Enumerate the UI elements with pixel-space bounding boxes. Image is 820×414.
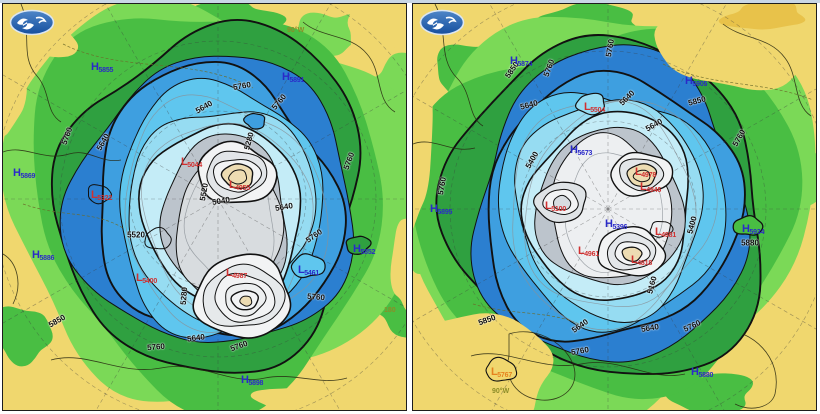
contour-value-label: 5850 xyxy=(477,312,497,328)
weather-service-wave-logo-icon xyxy=(9,9,55,36)
contour-value-label: 5640 xyxy=(274,201,294,213)
contour-value-label: 5640 xyxy=(570,317,590,335)
low-center-label: L4987 xyxy=(226,267,248,281)
contour-value-label: 5760 xyxy=(146,341,166,353)
contour-value-label: 5760 xyxy=(232,80,252,92)
contour-value-label: 5850 xyxy=(687,94,707,108)
high-center-label: H5886 xyxy=(32,249,55,263)
graticule-label: 90°W xyxy=(287,27,305,34)
high-center-label: H5396 xyxy=(605,218,628,232)
high-center-label: H5934 xyxy=(742,223,765,237)
high-center-label: H5905 xyxy=(685,75,708,89)
contour-value-label: 5760 xyxy=(682,318,702,334)
low-center-label: L5767 xyxy=(491,366,513,380)
contour-value-label: 5640 xyxy=(519,98,539,112)
contour-value-label: 5640 xyxy=(194,98,214,116)
contour-value-label: 5760 xyxy=(306,291,326,303)
contour-value-label: 5400 xyxy=(685,215,699,235)
high-center-label: H5891 xyxy=(282,71,305,85)
high-center-label: H5880 xyxy=(691,366,714,380)
graticule-label: 180 xyxy=(384,307,396,314)
high-center-label: H5895 xyxy=(430,203,453,217)
contour-value-label: 5760 xyxy=(304,227,324,245)
contour-value-label: 5640 xyxy=(644,116,664,134)
high-center-label: H5673 xyxy=(570,144,593,158)
map-panel-left: H5855 H5891 L5044 L4955 H5869 L5322 H5886 L5400… xyxy=(2,3,407,411)
low-center-label: L4981 xyxy=(655,226,677,240)
high-center-label: H5869 xyxy=(13,167,36,181)
low-center-label: L5322 xyxy=(91,189,113,203)
low-center-label: L5400 xyxy=(136,272,158,286)
contour-value-label: 5640 xyxy=(94,132,112,152)
label-overlay-left: H5855 H5891 L5044 L4955 H5869 L5322 H5886 L5400… xyxy=(3,4,406,410)
label-overlay-right: H5874 H5905 L5504 H5673 L5100 L4978 L4946 H5396… xyxy=(413,4,816,410)
map-canvas-left xyxy=(3,4,406,410)
contour-value-label: 5880 xyxy=(741,238,759,248)
low-center-label: L5461 xyxy=(298,264,320,278)
contour-value-label: 5640 xyxy=(617,88,637,108)
contour-value-label: 5640 xyxy=(186,332,206,344)
contour-value-label: 5760 xyxy=(570,345,590,357)
low-center-label: L4818 xyxy=(631,254,653,268)
contour-value-label: 5280 xyxy=(242,131,256,151)
contour-value-label: 5280 xyxy=(178,286,190,306)
window-top-edge xyxy=(0,0,820,3)
graticule-label: 90°W xyxy=(492,388,510,395)
contour-value-label: 5760 xyxy=(436,176,448,196)
contour-value-label: 5640 xyxy=(640,322,660,334)
contour-value-label: 5040 xyxy=(211,195,231,207)
contour-value-label: 5160 xyxy=(645,275,659,295)
contour-value-label: 5760 xyxy=(541,58,557,78)
low-center-label: L5100 xyxy=(545,200,567,214)
high-center-label: H5855 xyxy=(91,61,114,75)
contour-value-label: 5520 xyxy=(127,230,145,240)
contour-value-label: 5400 xyxy=(523,150,541,170)
contour-value-label: 5760 xyxy=(59,126,75,146)
contour-value-label: 5760 xyxy=(604,38,616,58)
map-canvas-right xyxy=(413,4,816,410)
contour-value-label: 5520 xyxy=(198,182,210,202)
low-center-label: L4978 xyxy=(635,166,657,180)
low-center-label: L5044 xyxy=(181,156,203,170)
contour-value-label: 5760 xyxy=(341,151,357,171)
map-panel-right: H5874 H5905 L5504 H5673 L5100 L4978 L4946 H5396… xyxy=(412,3,817,411)
high-center-label: H5874 xyxy=(510,55,533,69)
low-center-label: L4955 xyxy=(229,179,251,193)
high-center-label: H5852 xyxy=(353,243,376,257)
high-center-label: H5898 xyxy=(241,374,264,388)
contour-value-label: 5850 xyxy=(47,312,67,330)
low-center-label: L5504 xyxy=(584,101,606,115)
low-center-label: L4961 xyxy=(578,245,600,259)
contour-value-label: 5760 xyxy=(269,92,289,112)
contour-value-label: 5760 xyxy=(730,128,748,148)
low-center-label: L4946 xyxy=(640,181,662,195)
weather-service-wave-logo-icon xyxy=(419,9,465,36)
contour-value-label: 5760 xyxy=(229,338,249,354)
